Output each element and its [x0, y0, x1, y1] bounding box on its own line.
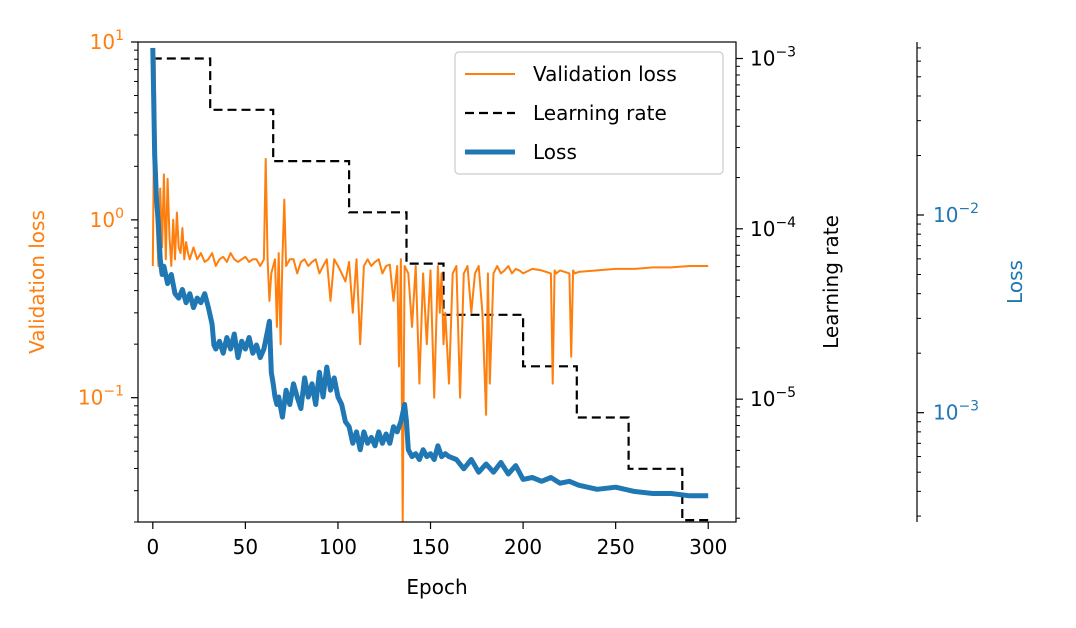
loss-axis-title: Loss — [1003, 260, 1027, 304]
legend-label: Learning rate — [533, 101, 667, 125]
validation-axis-title: Validation loss — [25, 210, 49, 354]
learning-rate-line — [152, 57, 709, 522]
validation-loss-line — [151, 56, 709, 522]
x-tick-label: 300 — [689, 535, 727, 559]
x-tick-label: 50 — [233, 535, 258, 559]
legend-label: Validation loss — [533, 62, 677, 86]
x-tick-label: 150 — [411, 535, 449, 559]
lr-tick-label: 10−4 — [750, 215, 796, 241]
loss-tick-label: 10−3 — [933, 399, 979, 425]
x-axis-title: Epoch — [406, 575, 467, 599]
x-tick-label: 0 — [146, 535, 159, 559]
x-tick-label: 200 — [504, 535, 542, 559]
legend-label: Loss — [533, 140, 577, 164]
legend-box — [454, 51, 724, 175]
x-tick-label: 100 — [319, 535, 357, 559]
loss-line — [150, 47, 709, 499]
x-tick-label: 250 — [597, 535, 635, 559]
legend: Validation loss Learning rate Loss — [454, 51, 724, 175]
plot-frame — [137, 41, 737, 523]
loss-tick-label: 10−2 — [933, 201, 979, 227]
plot-layer — [150, 47, 709, 522]
axes-layer: 101 100 10−1 Validation loss 10−3 10−4 10−5 Lea… — [25, 28, 1027, 599]
validation-tick-label: 100 — [90, 206, 124, 232]
lr-tick-label: 10−5 — [750, 385, 796, 411]
validation-tick-label: 101 — [90, 28, 124, 54]
validation-tick-label: 10−1 — [78, 384, 124, 410]
lr-tick-label: 10−3 — [750, 45, 796, 71]
lr-axis-title: Learning rate — [819, 215, 843, 349]
